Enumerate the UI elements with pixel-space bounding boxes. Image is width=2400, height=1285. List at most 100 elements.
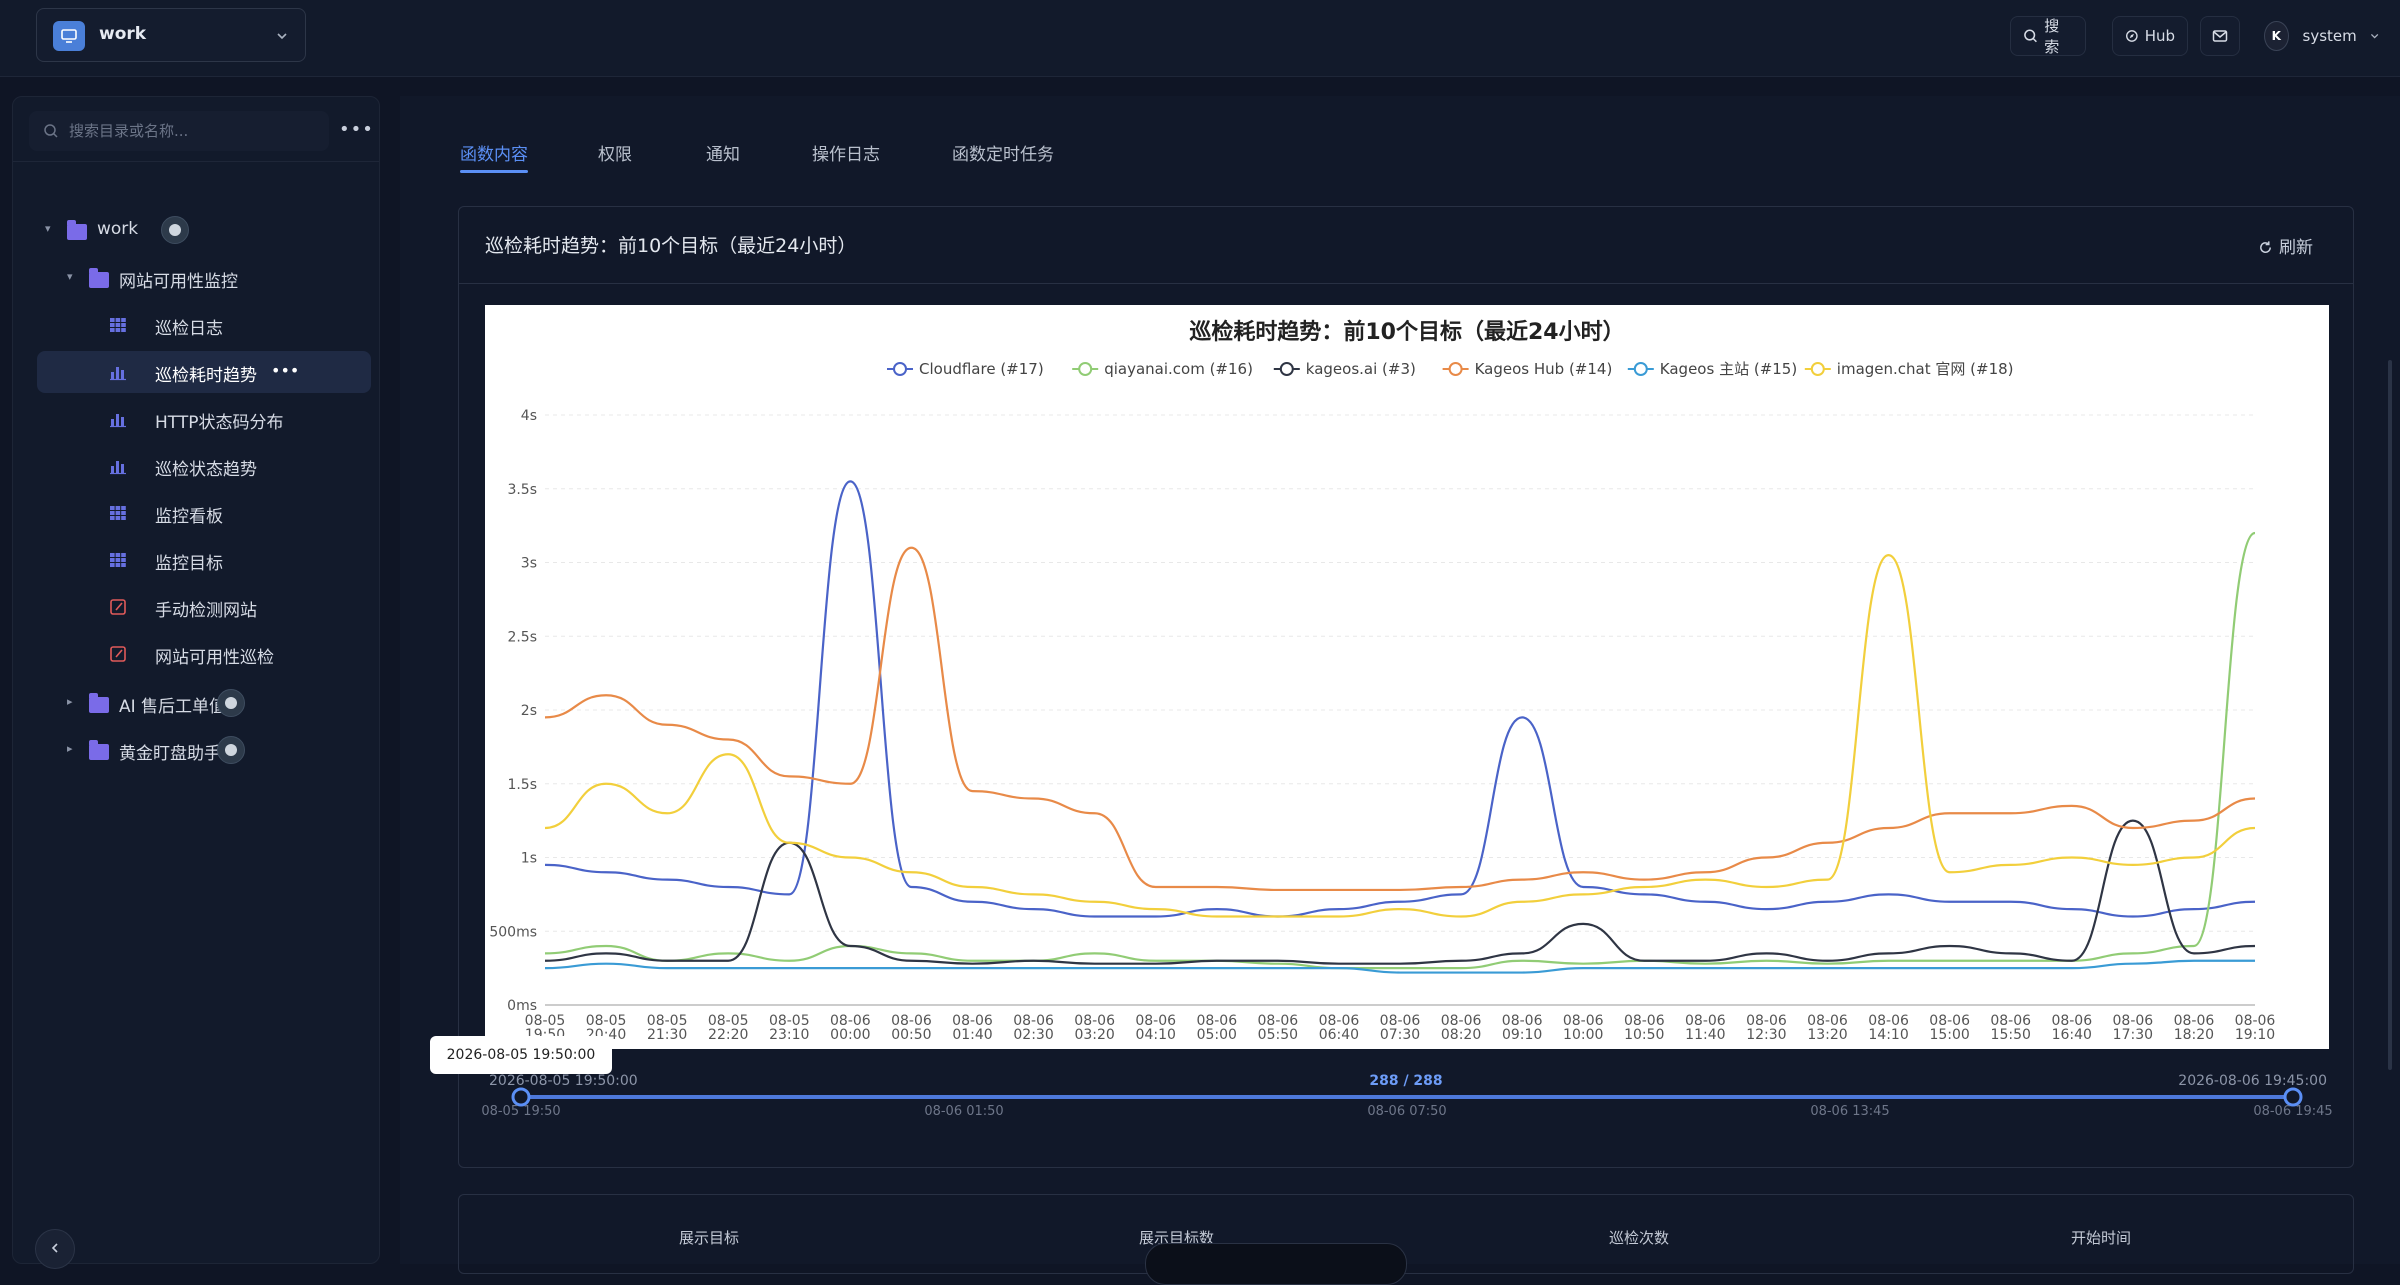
series-line: [544, 554, 2256, 918]
x-tick-label: 08-05 22:20: [708, 1013, 749, 1043]
sidebar-item[interactable]: ▾ 网站可用性监控: [37, 257, 371, 299]
card-header: 巡检耗时趋势：前10个目标（最近24小时） 刷新: [459, 207, 2353, 284]
sidebar-item[interactable]: ▸ AI 售后工单值守: [37, 682, 371, 724]
chevron-left-icon: [51, 1243, 58, 1253]
chevron-down-icon: [2370, 33, 2379, 39]
line-chart: 巡检耗时趋势：前10个目标（最近24小时） Cloudflare (#17) qia…: [489, 319, 2275, 1043]
legend-item[interactable]: imagen.chat 官网 (#18): [1804, 360, 2014, 378]
avatar: K: [2264, 21, 2289, 51]
legend-label: Cloudflare (#17): [919, 360, 1044, 378]
chevron-down-icon: [277, 33, 287, 40]
main-content: 函数内容 权限 通知 操作日志 函数定时任务 巡检耗时趋势：前10个目标（最近24小时）…: [400, 96, 2400, 1285]
legend-item[interactable]: kageos.ai (#3): [1273, 360, 1416, 378]
sidebar-item-label: 手动检测网站: [155, 601, 257, 621]
x-tick-label: 08-06 00:00: [830, 1013, 871, 1043]
sidebar-item[interactable]: 手动检测网站: [37, 586, 371, 628]
slider-tick-label: 08-06 07:50: [1367, 1104, 1446, 1119]
more-icon[interactable]: •••: [271, 361, 300, 380]
slider-tick-label: 08-06 19:45: [2253, 1104, 2332, 1119]
sidebar-search-input[interactable]: [67, 119, 321, 143]
slider-end-handle[interactable]: [2283, 1087, 2303, 1107]
mail-button[interactable]: [2200, 16, 2240, 56]
slider-tooltip: 2026-08-05 19:50:00: [430, 1036, 612, 1074]
collapse-sidebar-button[interactable]: [35, 1229, 75, 1269]
slider-tick-label: 08-05 19:50: [481, 1104, 560, 1119]
avatar-badge: [217, 689, 245, 717]
scrollbar[interactable]: [2388, 360, 2392, 1070]
sidebar-item[interactable]: ▾ work: [37, 209, 371, 251]
card-title: 巡检耗时趋势：前10个目标（最近24小时）: [485, 235, 857, 257]
bar-chart-icon: [110, 367, 126, 381]
x-tick-label: 08-06 01:40: [952, 1013, 993, 1043]
bar-chart-icon: [110, 414, 126, 428]
series-line: [544, 819, 2256, 965]
x-tick-label: 08-05 23:10: [769, 1013, 810, 1043]
y-tick-label: 3.5s: [507, 482, 537, 498]
y-tick-label: 0ms: [507, 998, 537, 1014]
x-tick-label: 08-06 08:20: [1441, 1013, 1482, 1043]
chart-card: 巡检耗时趋势：前10个目标（最近24小时） 刷新 巡检耗时趋势：前10个目标（最…: [458, 206, 2354, 1168]
refresh-button[interactable]: 刷新: [2258, 233, 2313, 258]
legend-item[interactable]: qiayanai.com (#16): [1072, 360, 1253, 378]
caret-down-icon[interactable]: ▾: [67, 270, 73, 283]
series-line: [544, 480, 2256, 918]
sidebar-item-label: 巡检耗时趋势: [155, 366, 257, 386]
x-tick-label: 08-06 07:30: [1380, 1013, 1421, 1043]
workspace-selector[interactable]: work: [36, 8, 306, 62]
caret-down-icon[interactable]: ▾: [45, 222, 51, 235]
sidebar-item-label: 巡检日志: [155, 319, 223, 339]
x-tick-label: 08-05 21:30: [647, 1013, 688, 1043]
hub-button[interactable]: Hub: [2112, 16, 2188, 56]
divider: [13, 161, 379, 162]
tab[interactable]: 函数定时任务: [952, 145, 1054, 165]
chart-canvas: 巡检耗时趋势：前10个目标（最近24小时） Cloudflare (#17) qia…: [485, 305, 2329, 1049]
x-tick-label: 08-06 10:00: [1563, 1013, 1604, 1043]
sidebar-item[interactable]: 监控目标: [37, 539, 371, 581]
series-line: [544, 531, 2256, 970]
caret-right-icon[interactable]: ▸: [67, 742, 73, 755]
tab[interactable]: 操作日志: [812, 145, 880, 165]
sidebar-item-label: work: [97, 219, 139, 239]
caret-right-icon[interactable]: ▸: [67, 695, 73, 708]
sidebar-item-label: 网站可用性监控: [119, 272, 238, 292]
x-tick-label: 08-06 11:40: [1685, 1013, 1726, 1043]
x-tick-label: 08-06 05:00: [1196, 1013, 1237, 1043]
sidebar-search[interactable]: [29, 111, 329, 151]
legend-item[interactable]: Cloudflare (#17): [887, 360, 1044, 378]
search-icon: [2024, 29, 2037, 43]
sidebar-item[interactable]: ▸ 黄金盯盘助手: [37, 729, 371, 771]
x-tick-label: 08-06 02:30: [1013, 1013, 1054, 1043]
sidebar-item-label: 网站可用性巡检: [155, 648, 274, 668]
legend-item[interactable]: Kageos Hub (#14): [1442, 360, 1613, 378]
active-tab-indicator: [460, 170, 528, 173]
sidebar-item[interactable]: 监控看板: [37, 492, 371, 534]
user-menu[interactable]: K system: [2252, 16, 2392, 56]
slider-start-handle[interactable]: [511, 1087, 531, 1107]
sidebar-item[interactable]: 巡检状态趋势: [37, 445, 371, 487]
legend-label: Kageos Hub (#14): [1475, 360, 1613, 378]
more-icon[interactable]: •••: [339, 119, 374, 140]
sidebar-item[interactable]: 网站可用性巡检: [37, 633, 371, 675]
legend-item[interactable]: Kageos 主站 (#15): [1627, 360, 1797, 378]
tab[interactable]: 权限: [598, 145, 632, 165]
x-tick-label: 08-06 14:10: [1868, 1013, 1909, 1043]
sidebar-item[interactable]: 巡检日志: [37, 304, 371, 346]
summary-column-header: 开始时间: [2071, 1229, 2132, 1247]
x-tick-label: 08-06 18:20: [2174, 1013, 2215, 1043]
table-icon: [110, 318, 126, 332]
legend-label: Kageos 主站 (#15): [1660, 360, 1797, 378]
sidebar-item[interactable]: HTTP状态码分布: [37, 398, 371, 440]
top-bar: work 搜索 Hub K system: [0, 0, 2400, 77]
tab[interactable]: 函数内容: [460, 145, 528, 165]
y-tick-label: 4s: [521, 408, 537, 424]
floating-toolbar[interactable]: [1145, 1243, 1407, 1285]
series-line: [544, 959, 2255, 974]
tab[interactable]: 通知: [706, 145, 740, 165]
sidebar-item-label: 黄金盯盘助手: [119, 744, 221, 764]
search-button[interactable]: 搜索: [2010, 16, 2086, 56]
sidebar-item-label: 巡检状态趋势: [155, 460, 257, 480]
time-range-slider[interactable]: 2026-08-05 19:50:00 288 / 288 2026-08-06 1…: [459, 1059, 2353, 1139]
x-tick-label: 08-06 12:30: [1746, 1013, 1787, 1043]
sidebar-item[interactable]: 巡检耗时趋势 •••: [37, 351, 371, 393]
y-tick-label: 2.5s: [507, 629, 537, 645]
